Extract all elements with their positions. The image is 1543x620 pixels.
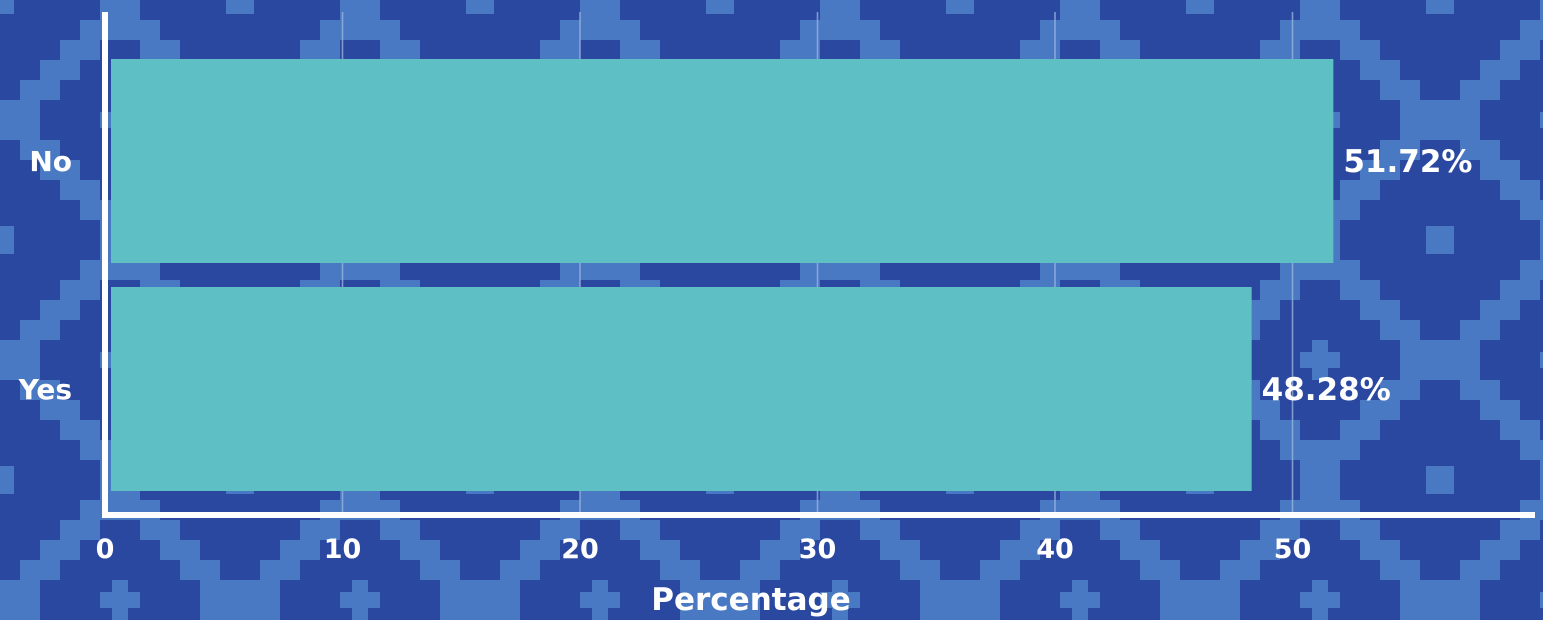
bars [111,59,1334,491]
category-label-no: No [29,145,72,178]
x-axis-title: Percentage [651,582,850,618]
bar-yes [111,287,1252,491]
labels: 0 10 20 30 40 50 No Yes 51.72% 48.28% [18,144,1473,565]
axes [102,12,1535,518]
category-label-yes: Yes [18,373,72,406]
value-label-yes: 48.28% [1262,372,1391,408]
x-tick-label-40: 40 [1036,534,1074,565]
x-tick-label-10: 10 [324,534,362,565]
x-tick-label-20: 20 [561,534,599,565]
value-label-no: 51.72% [1343,144,1472,180]
x-tick-label-50: 50 [1274,534,1312,565]
x-tick-label-30: 30 [799,534,837,565]
bar-no [111,59,1334,263]
x-tick-label-0: 0 [96,534,115,565]
